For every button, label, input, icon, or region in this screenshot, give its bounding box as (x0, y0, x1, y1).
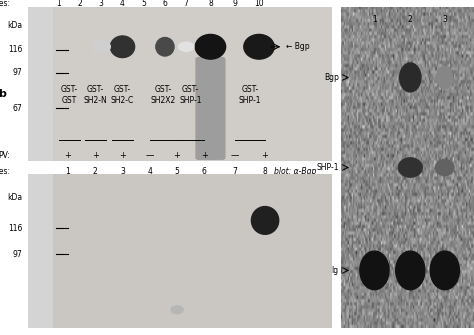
Text: 9: 9 (232, 0, 237, 8)
Text: 116: 116 (8, 224, 22, 232)
Text: blot: α-Bgp: blot: α-Bgp (274, 167, 317, 176)
Ellipse shape (396, 251, 425, 290)
Ellipse shape (430, 251, 459, 290)
Text: GST-
SH2-N: GST- SH2-N (83, 85, 107, 105)
Text: 4: 4 (120, 0, 125, 8)
Text: Ig: Ig (331, 266, 338, 275)
Text: +: + (173, 151, 181, 160)
Text: ← Bgp: ← Bgp (286, 42, 310, 51)
Text: lanes:: lanes: (0, 166, 10, 176)
Ellipse shape (179, 42, 194, 51)
Text: +: + (119, 151, 126, 160)
Ellipse shape (92, 41, 110, 53)
Ellipse shape (156, 38, 174, 56)
Text: 7: 7 (232, 166, 237, 176)
Text: 97: 97 (13, 68, 22, 77)
Text: 1: 1 (65, 166, 70, 176)
Text: 8: 8 (263, 166, 267, 176)
Text: GST-
SHP-1: GST- SHP-1 (238, 85, 261, 105)
Text: 10: 10 (254, 0, 264, 8)
Text: b: b (0, 89, 6, 99)
Text: 3: 3 (120, 166, 125, 176)
Text: 97: 97 (13, 250, 22, 259)
Text: 3: 3 (442, 15, 447, 24)
Text: GST-
SH2-C: GST- SH2-C (111, 85, 134, 105)
Text: 5: 5 (141, 0, 146, 8)
Text: +: + (64, 151, 71, 160)
Text: GST-
GST: GST- GST (61, 85, 78, 105)
Text: —: — (146, 151, 154, 160)
Text: Bgp: Bgp (324, 73, 338, 82)
FancyBboxPatch shape (53, 174, 332, 328)
Text: 2: 2 (93, 166, 98, 176)
Ellipse shape (110, 36, 135, 58)
Text: 67: 67 (13, 104, 22, 113)
Text: 6: 6 (202, 166, 207, 176)
Text: 1: 1 (56, 0, 61, 8)
Text: 1: 1 (372, 15, 377, 24)
Text: 4: 4 (147, 166, 152, 176)
Text: 7: 7 (184, 0, 189, 8)
Text: GST-
SH2X2: GST- SH2X2 (151, 85, 176, 105)
FancyBboxPatch shape (53, 7, 332, 161)
Text: +: + (201, 151, 208, 160)
Ellipse shape (195, 35, 226, 59)
Text: 2: 2 (78, 0, 82, 8)
Ellipse shape (244, 35, 274, 59)
Text: PV:: PV: (0, 151, 10, 160)
Ellipse shape (437, 66, 453, 89)
Text: 5: 5 (174, 166, 180, 176)
Text: 3: 3 (99, 0, 104, 8)
Ellipse shape (171, 306, 183, 314)
Text: 6: 6 (163, 0, 167, 8)
Text: kDa: kDa (7, 21, 22, 30)
Text: +: + (262, 151, 268, 160)
Ellipse shape (360, 251, 389, 290)
Ellipse shape (400, 63, 421, 92)
Text: lanes:: lanes: (0, 0, 10, 8)
Text: 2: 2 (408, 15, 413, 24)
Text: SHP-1: SHP-1 (316, 163, 338, 172)
Ellipse shape (436, 159, 454, 176)
Ellipse shape (398, 158, 422, 177)
Text: 116: 116 (8, 45, 22, 54)
Text: 8: 8 (208, 0, 213, 8)
FancyBboxPatch shape (196, 58, 225, 159)
Text: —: — (230, 151, 239, 160)
Ellipse shape (251, 207, 279, 234)
Text: GST-
SHP-1: GST- SHP-1 (180, 85, 202, 105)
Text: +: + (92, 151, 99, 160)
Text: kDa: kDa (7, 193, 22, 202)
